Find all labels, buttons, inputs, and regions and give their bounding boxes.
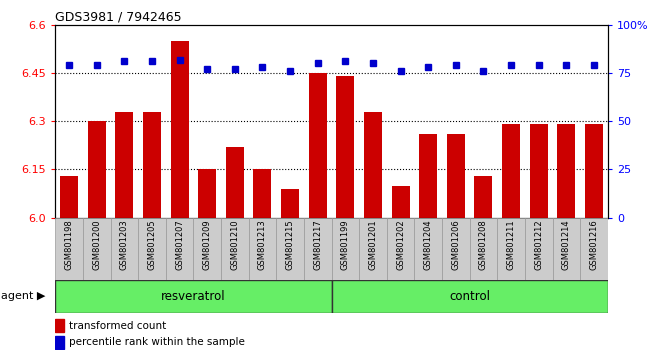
Bar xyxy=(580,218,608,280)
Bar xyxy=(88,121,106,218)
Bar xyxy=(143,112,161,218)
Bar xyxy=(248,218,276,280)
Bar xyxy=(198,170,216,218)
Bar xyxy=(336,76,354,218)
Text: GSM801205: GSM801205 xyxy=(148,219,157,270)
Bar xyxy=(557,125,575,218)
Bar xyxy=(194,218,221,280)
Text: GSM801201: GSM801201 xyxy=(369,219,378,270)
Bar xyxy=(221,218,248,280)
Bar xyxy=(364,112,382,218)
Text: GSM801212: GSM801212 xyxy=(534,219,543,270)
Bar xyxy=(281,189,299,218)
Bar xyxy=(309,73,327,218)
Bar xyxy=(474,176,493,218)
Text: GSM801200: GSM801200 xyxy=(92,219,101,270)
Bar xyxy=(387,218,415,280)
Bar xyxy=(226,147,244,218)
Text: transformed count: transformed count xyxy=(69,321,166,331)
Bar xyxy=(254,170,272,218)
Bar xyxy=(497,218,525,280)
Bar xyxy=(447,134,465,218)
Text: GSM801213: GSM801213 xyxy=(258,219,267,270)
Bar xyxy=(111,218,138,280)
Text: agent ▶: agent ▶ xyxy=(1,291,46,302)
Bar xyxy=(415,218,442,280)
Bar xyxy=(83,218,111,280)
Bar xyxy=(469,218,497,280)
Bar xyxy=(419,134,437,218)
Text: GSM801208: GSM801208 xyxy=(479,219,488,270)
Text: percentile rank within the sample: percentile rank within the sample xyxy=(69,337,244,347)
Text: GDS3981 / 7942465: GDS3981 / 7942465 xyxy=(55,11,182,24)
Bar xyxy=(530,125,548,218)
Bar xyxy=(55,280,332,313)
Text: control: control xyxy=(449,290,490,303)
Text: GSM801217: GSM801217 xyxy=(313,219,322,270)
Bar xyxy=(332,218,359,280)
Text: GSM801207: GSM801207 xyxy=(175,219,184,270)
Bar xyxy=(332,280,608,313)
Text: GSM801204: GSM801204 xyxy=(424,219,433,270)
Text: GSM801210: GSM801210 xyxy=(230,219,239,270)
Bar xyxy=(55,218,83,280)
Text: GSM801215: GSM801215 xyxy=(285,219,294,270)
Bar xyxy=(55,336,64,349)
Bar xyxy=(304,218,332,280)
Text: GSM801214: GSM801214 xyxy=(562,219,571,270)
Bar xyxy=(60,176,78,218)
Bar xyxy=(276,218,304,280)
Text: GSM801216: GSM801216 xyxy=(590,219,599,270)
Bar xyxy=(391,185,410,218)
Text: GSM801206: GSM801206 xyxy=(451,219,460,270)
Text: GSM801209: GSM801209 xyxy=(203,219,212,270)
Bar xyxy=(442,218,469,280)
Text: GSM801198: GSM801198 xyxy=(64,219,73,270)
Bar xyxy=(115,112,133,218)
Bar xyxy=(138,218,166,280)
Bar xyxy=(585,125,603,218)
Bar xyxy=(359,218,387,280)
Bar xyxy=(525,218,552,280)
Bar xyxy=(552,218,580,280)
Bar xyxy=(170,41,188,218)
Bar xyxy=(166,218,194,280)
Text: GSM801202: GSM801202 xyxy=(396,219,405,270)
Text: GSM801211: GSM801211 xyxy=(506,219,515,270)
Text: GSM801203: GSM801203 xyxy=(120,219,129,270)
Bar xyxy=(55,319,64,332)
Text: GSM801199: GSM801199 xyxy=(341,219,350,270)
Bar xyxy=(502,125,520,218)
Text: resveratrol: resveratrol xyxy=(161,290,226,303)
